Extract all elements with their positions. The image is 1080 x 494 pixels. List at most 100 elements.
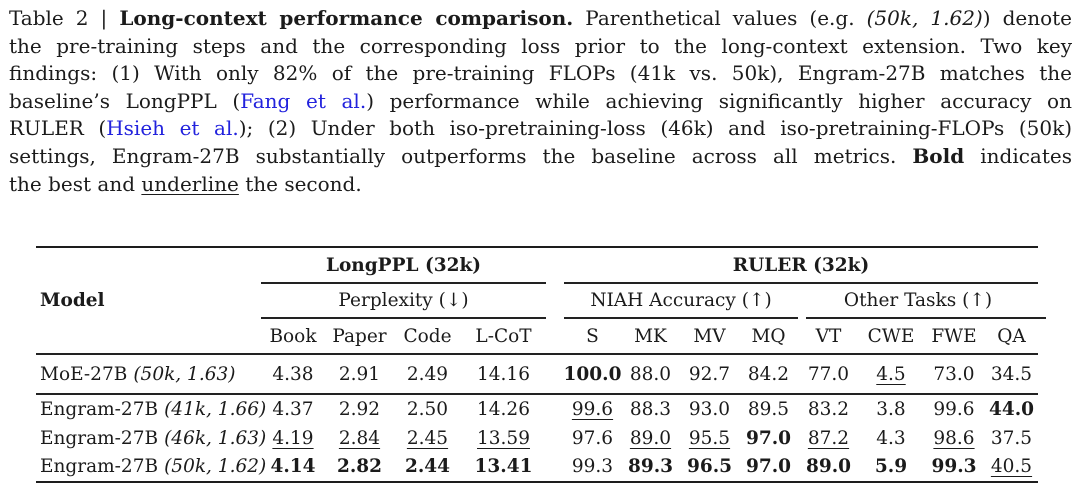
cell-fwe: 98.6 [933,427,975,449]
results-grid: Model LongPPL (32k) RULER (32k) Perplexity … [36,248,1046,481]
caption-line-1: Table 2 | Long-context performance compa… [9,5,1072,33]
cell-s: 99.6 [571,399,614,420]
column-header-mk: MK [634,325,667,347]
cell-vt: 87.2 [807,427,850,449]
cell-l-cot: 13.59 [477,427,530,449]
caption-line-6: settings, Engram-27B substantially outpe… [9,143,1072,171]
group-header-ruler: RULER (32k) [732,254,870,276]
caption-segment: settings, Engram-27B substantially outpe… [9,143,913,168]
cell-mk: 89.0 [629,427,672,449]
model-name: MoE-27B [40,363,128,385]
column-header-cwe: CWE [867,325,915,347]
subgroup-header-niah-accuracy: NIAH Accuracy (↑) [590,290,772,311]
cell-vt: 77.0 [807,363,850,385]
citation-link[interactable]: Fang et al. [240,88,367,113]
caption-line-2: the pre-training steps and the correspon… [9,33,1072,61]
cell-paper: 2.92 [338,399,381,420]
cell-book: 4.38 [272,363,314,385]
cell-mk: 88.0 [629,363,672,385]
rule-header-body [36,353,1038,355]
caption-segment: Long-context performance comparison. [119,6,574,30]
cell-l-cot: 13.41 [474,456,533,477]
cell-vt: 89.0 [805,456,852,477]
rule-under-ruler [564,282,1038,284]
cell-cwe: 5.9 [874,456,908,477]
caption-segment: Table 2 | [9,6,120,30]
cell-fwe: 73.0 [933,363,975,385]
citation-link[interactable]: Hsieh et al. [106,116,239,141]
cell-vt: 83.2 [807,399,850,420]
model-pretrain-meta: (50k, 1.62) [164,456,267,477]
caption-segment: Bold [912,143,965,168]
column-header-s: S [586,325,599,347]
caption-segment: Parenthetical values (e.g. [573,6,867,30]
cell-book: 4.19 [272,427,314,449]
cell-mv: 96.5 [686,456,733,477]
subgroup-header-perplexity: Perplexity (↓) [338,290,469,311]
row-model-label: Engram-27B (50k, 1.62) [36,452,266,481]
caption-segment: ) denote [982,6,1073,30]
cell-mq: 97.0 [745,456,792,477]
column-header-code: Code [403,325,452,347]
caption-line-5: RULER (Hsieh et al.); (2) Under both iso… [9,115,1072,143]
cell-s: 100.0 [563,363,622,385]
caption-segment: the second. [238,171,362,196]
cell-book: 4.37 [272,399,314,420]
caption-segment: indicates [964,143,1072,168]
cell-code: 2.49 [406,363,449,385]
column-header-qa: QA [997,325,1026,347]
cell-code: 2.44 [404,456,451,477]
rule-under-longppl [261,282,546,284]
rule-under-niah-accuracy [564,317,798,319]
rule-under-perplexity [261,317,546,319]
row-model-label: MoE-27B (50k, 1.63) [36,355,261,393]
column-header-vt: VT [815,325,842,347]
model-name: Engram-27B [40,456,159,477]
cell-mv: 93.0 [688,399,731,420]
group-header-longppl: LongPPL (32k) [325,254,482,276]
cell-mq: 89.5 [747,399,790,420]
cell-code: 2.45 [406,427,449,449]
cell-qa: 44.0 [988,399,1035,420]
model-name: Engram-27B [40,399,159,420]
caption-segment: underline [141,171,239,196]
cell-paper: 2.84 [338,427,381,449]
subgroup-header-other-tasks: Other Tasks (↑) [843,290,993,311]
column-header-model: Model [40,290,105,311]
cell-paper: 2.82 [336,456,383,477]
cell-cwe: 3.8 [876,399,906,420]
cell-mk: 89.3 [627,456,674,477]
column-header-l-cot: L-CoT [475,325,532,347]
rule-under-other-tasks [806,317,1046,319]
cell-s: 99.3 [571,456,614,477]
model-name: Engram-27B [40,427,159,449]
caption-segment: (50k, 1.62) [866,6,983,30]
column-header-mv: MV [693,325,726,347]
rule-after-baseline-row [36,393,1038,395]
caption-segment: the best and [9,171,142,196]
caption-segment: the pre-training steps and the correspon… [9,33,1072,58]
column-header-mq: MQ [751,325,786,347]
results-table: Model LongPPL (32k) RULER (32k) Perplexity … [36,246,1046,483]
caption-line-3: findings: (1) With only 82% of the pre-t… [9,60,1072,88]
column-header-paper: Paper [332,325,387,347]
cell-paper: 2.91 [338,363,381,385]
caption-segment: ) performance while achieving significan… [366,88,1072,113]
caption-segment: findings: (1) With only 82% of the pre-t… [9,61,1072,86]
cell-mq: 97.0 [745,427,792,449]
caption-segment: ); (2) Under both iso-pretraining-loss (… [238,116,1072,141]
row-model-label: Engram-27B (41k, 1.66) [36,395,266,424]
cell-mv: 92.7 [688,363,731,385]
row-model-label: Engram-27B (46k, 1.63) [36,424,266,452]
cell-qa: 34.5 [990,363,1033,385]
cell-s: 97.6 [571,427,614,449]
cell-fwe: 99.3 [931,456,977,477]
caption-segment: RULER ( [9,116,107,141]
cell-mq: 84.2 [747,363,790,385]
cell-mv: 95.5 [688,427,731,449]
cell-fwe: 99.6 [933,399,975,420]
cell-code: 2.50 [406,399,449,420]
cell-mk: 88.3 [629,399,672,420]
caption-line-7: the best and underline the second. [9,171,1072,199]
table-caption: Table 2 | Long-context performance compa… [9,5,1072,198]
